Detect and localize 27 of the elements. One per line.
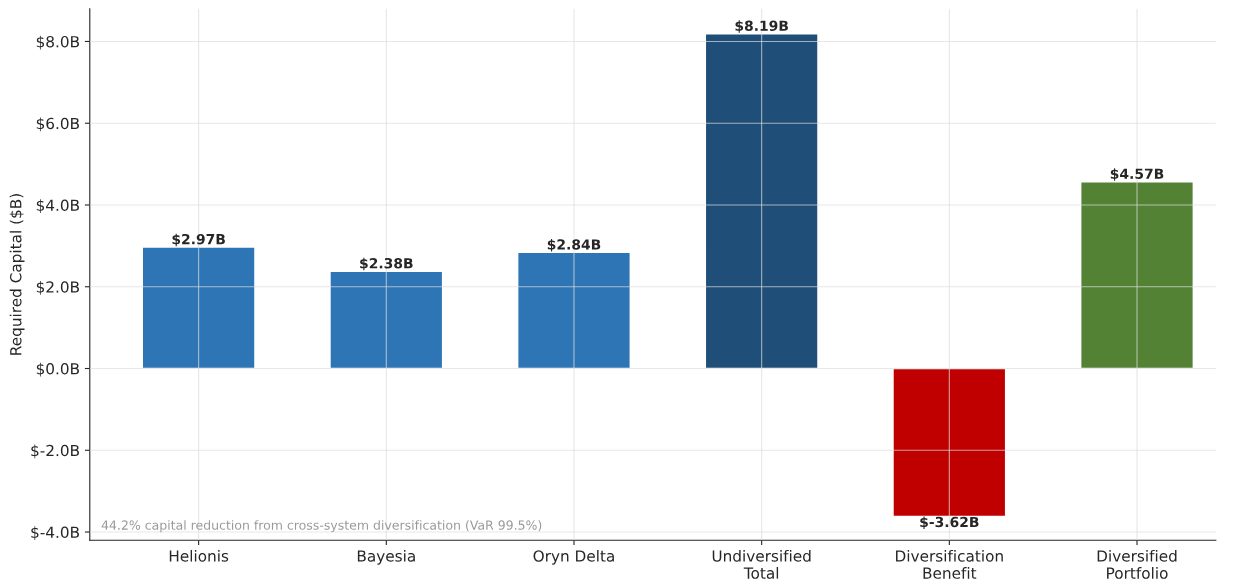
bar	[141, 246, 256, 370]
bar	[516, 251, 631, 370]
x-tick-label: Bayesia	[357, 549, 415, 565]
x-tick-label: Undiversified Total	[712, 549, 811, 579]
bar	[892, 367, 1007, 518]
data-label: $8.19B	[735, 20, 788, 33]
annotation: 44.2% capital reduction from cross-system diversification (VaR 99.5%)	[101, 520, 542, 533]
y-tick-label: $8.0B	[36, 35, 79, 50]
bar	[1080, 180, 1194, 370]
y-tick-label: $-2.0B	[31, 444, 79, 459]
y-tick-label: $4.0B	[36, 199, 79, 214]
y-tick-label: $2.0B	[36, 280, 79, 295]
y-tick-label: $-4.0B	[31, 526, 79, 541]
y-tick-label: $0.0B	[36, 362, 79, 377]
data-label: $2.38B	[360, 257, 413, 271]
x-tick-label: Oryn Delta	[533, 549, 614, 565]
x-tick-label: Helionis	[169, 549, 229, 562]
data-label: $4.57B	[1110, 168, 1164, 181]
y-axis-title: Required Capital ($B)	[9, 194, 25, 355]
data-label: $-3.62B	[920, 516, 979, 530]
x-tick-label: Diversification Benefit	[896, 549, 1003, 579]
data-label: $2.84B	[547, 238, 601, 252]
data-label: $2.97B	[172, 233, 225, 247]
x-tick-label: Diversified Portfolio	[1097, 549, 1177, 579]
bar	[704, 33, 819, 370]
bar	[329, 270, 444, 370]
y-tick-label: $6.0B	[36, 117, 79, 132]
